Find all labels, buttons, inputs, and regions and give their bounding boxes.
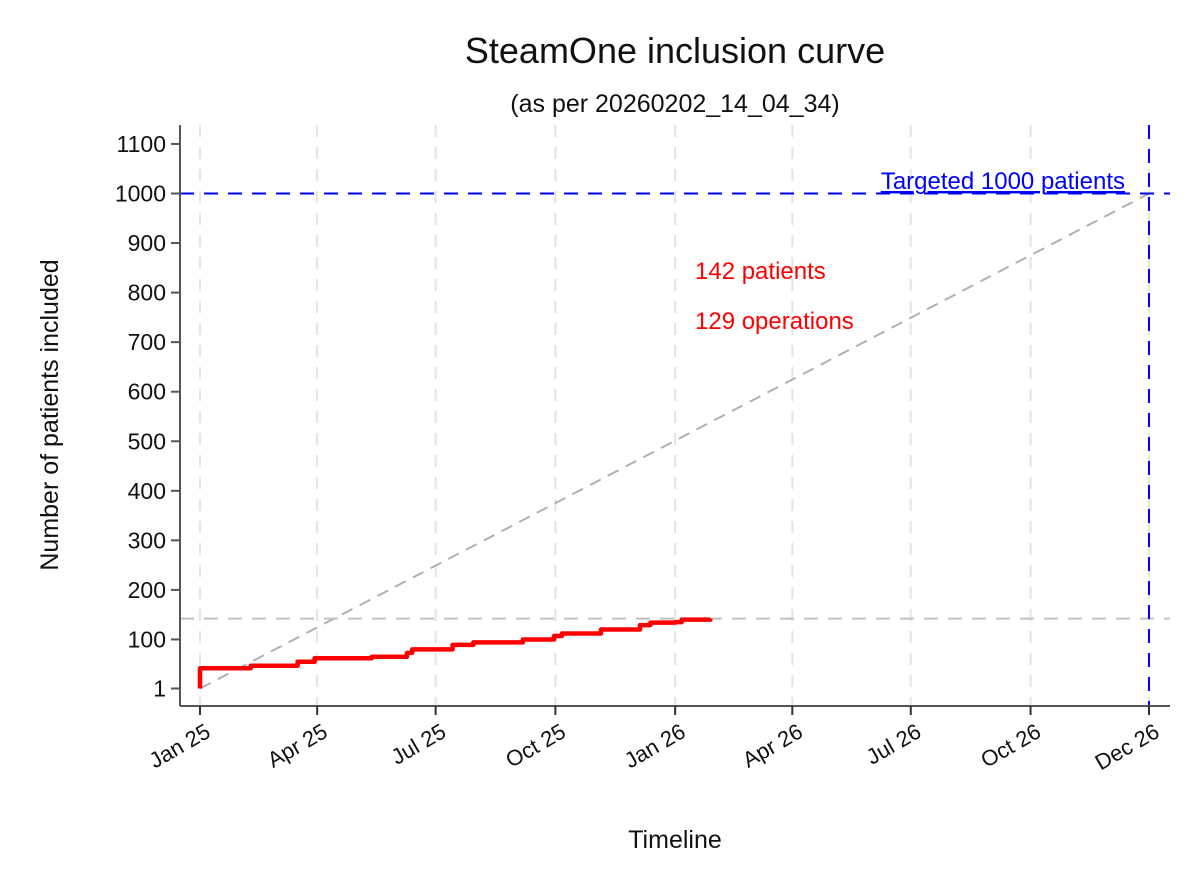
x-tick-label: Jul 25 <box>387 719 450 770</box>
reference-lines <box>180 125 1170 706</box>
annotation-operations: 129 operations <box>695 308 854 335</box>
y-tick-label: 700 <box>128 329 166 355</box>
y-tick-label: 900 <box>128 230 166 256</box>
chart-title: SteamOne inclusion curve <box>465 30 885 71</box>
y-tick-label: 1000 <box>115 181 166 207</box>
y-axis-label: Number of patients included <box>36 259 64 570</box>
inclusion-curve <box>197 617 713 689</box>
y-tick-label: 200 <box>128 577 166 603</box>
annotation-target: Targeted 1000 patients <box>881 168 1125 195</box>
x-tick-label: Jan 25 <box>145 719 215 774</box>
x-tick-label: Apr 26 <box>738 719 807 773</box>
y-tick-label: 300 <box>128 527 166 553</box>
y-tick-label: 1100 <box>117 131 166 157</box>
x-axis-ticks: Jan 25 Apr 25 Jul 25 Oct 25 Jan 26 Apr 26 Jul … <box>145 706 1164 775</box>
x-tick-label: Jan 26 <box>620 719 690 774</box>
y-tick-label: 500 <box>128 428 166 454</box>
x-tick-label: Oct 25 <box>501 719 570 773</box>
x-tick-label: Apr 25 <box>263 719 332 773</box>
y-tick-label: 800 <box>128 280 166 306</box>
y-tick-label: 600 <box>128 379 166 405</box>
x-tick-label: Dec 26 <box>1091 719 1164 776</box>
x-tick-label: Oct 26 <box>976 719 1045 773</box>
y-tick-label: 1 <box>153 676 166 702</box>
x-axis-label: Timeline <box>628 826 722 854</box>
series-layer <box>197 617 713 689</box>
target-diagonal-line <box>199 192 1150 690</box>
annotation-patients: 142 patients <box>695 258 826 285</box>
x-tick-label: Jul 26 <box>862 719 925 770</box>
y-tick-label: 400 <box>128 478 166 504</box>
y-tick-label: 100 <box>128 626 166 652</box>
chart-subtitle: (as per 20260202_14_04_34) <box>510 90 839 118</box>
